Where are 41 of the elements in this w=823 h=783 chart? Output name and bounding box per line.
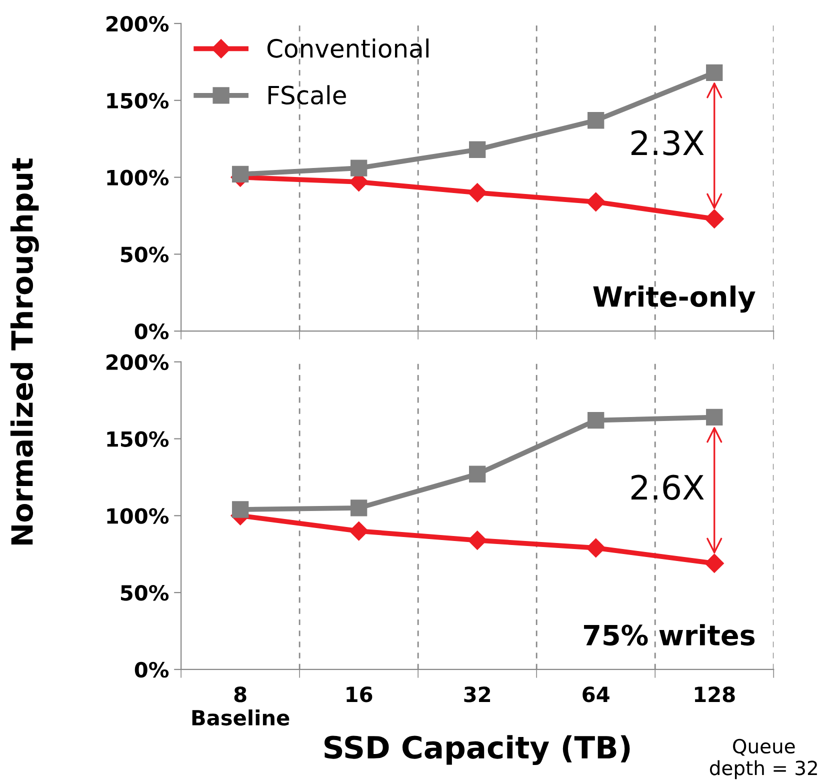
point xyxy=(468,183,487,202)
y-tick-label: 50% xyxy=(120,246,169,262)
x-tick-label: 16 xyxy=(346,686,372,702)
point xyxy=(588,412,604,429)
text: 75% writes xyxy=(584,624,755,646)
y-tick-label: 200% xyxy=(106,16,169,32)
point xyxy=(586,192,606,212)
point xyxy=(588,112,604,129)
point xyxy=(350,500,368,516)
y-tick-label: 100% xyxy=(107,508,169,524)
point xyxy=(350,160,368,176)
y-tick-label: 100% xyxy=(107,170,169,186)
text: Queue depth = 32 xyxy=(710,738,817,780)
point xyxy=(468,530,487,550)
text: Write-only xyxy=(593,286,756,313)
annotation: 2.6X xyxy=(631,474,704,500)
x-tick-label: 64 xyxy=(582,686,610,702)
legend-label: FScale xyxy=(268,85,346,105)
y-tick-label: 150% xyxy=(107,92,169,109)
y-axis-title: Normalized Throughput xyxy=(10,158,39,545)
point xyxy=(586,538,606,558)
point xyxy=(469,466,486,482)
point xyxy=(704,209,724,228)
x-tick-label: 8 Baseline xyxy=(192,686,290,726)
point xyxy=(704,554,724,573)
y-tick-label: 0% xyxy=(134,324,169,340)
y-tick-label: 0% xyxy=(134,662,169,678)
point xyxy=(706,64,723,82)
y-tick-label: 50% xyxy=(120,585,169,601)
x-tick-label: 32 xyxy=(464,686,490,702)
x-axis-title: SSD Capacity (TB) xyxy=(324,735,630,765)
y-tick-label: 200% xyxy=(106,354,169,370)
y-tick-label: 150% xyxy=(107,431,169,447)
point xyxy=(706,408,723,426)
x-tick-label: 128 xyxy=(694,686,735,702)
point xyxy=(349,522,368,541)
legend-label: Conventional xyxy=(267,38,428,58)
point xyxy=(232,166,249,183)
point xyxy=(469,141,486,158)
annotation: 2.3X xyxy=(631,130,704,156)
point xyxy=(232,501,249,518)
